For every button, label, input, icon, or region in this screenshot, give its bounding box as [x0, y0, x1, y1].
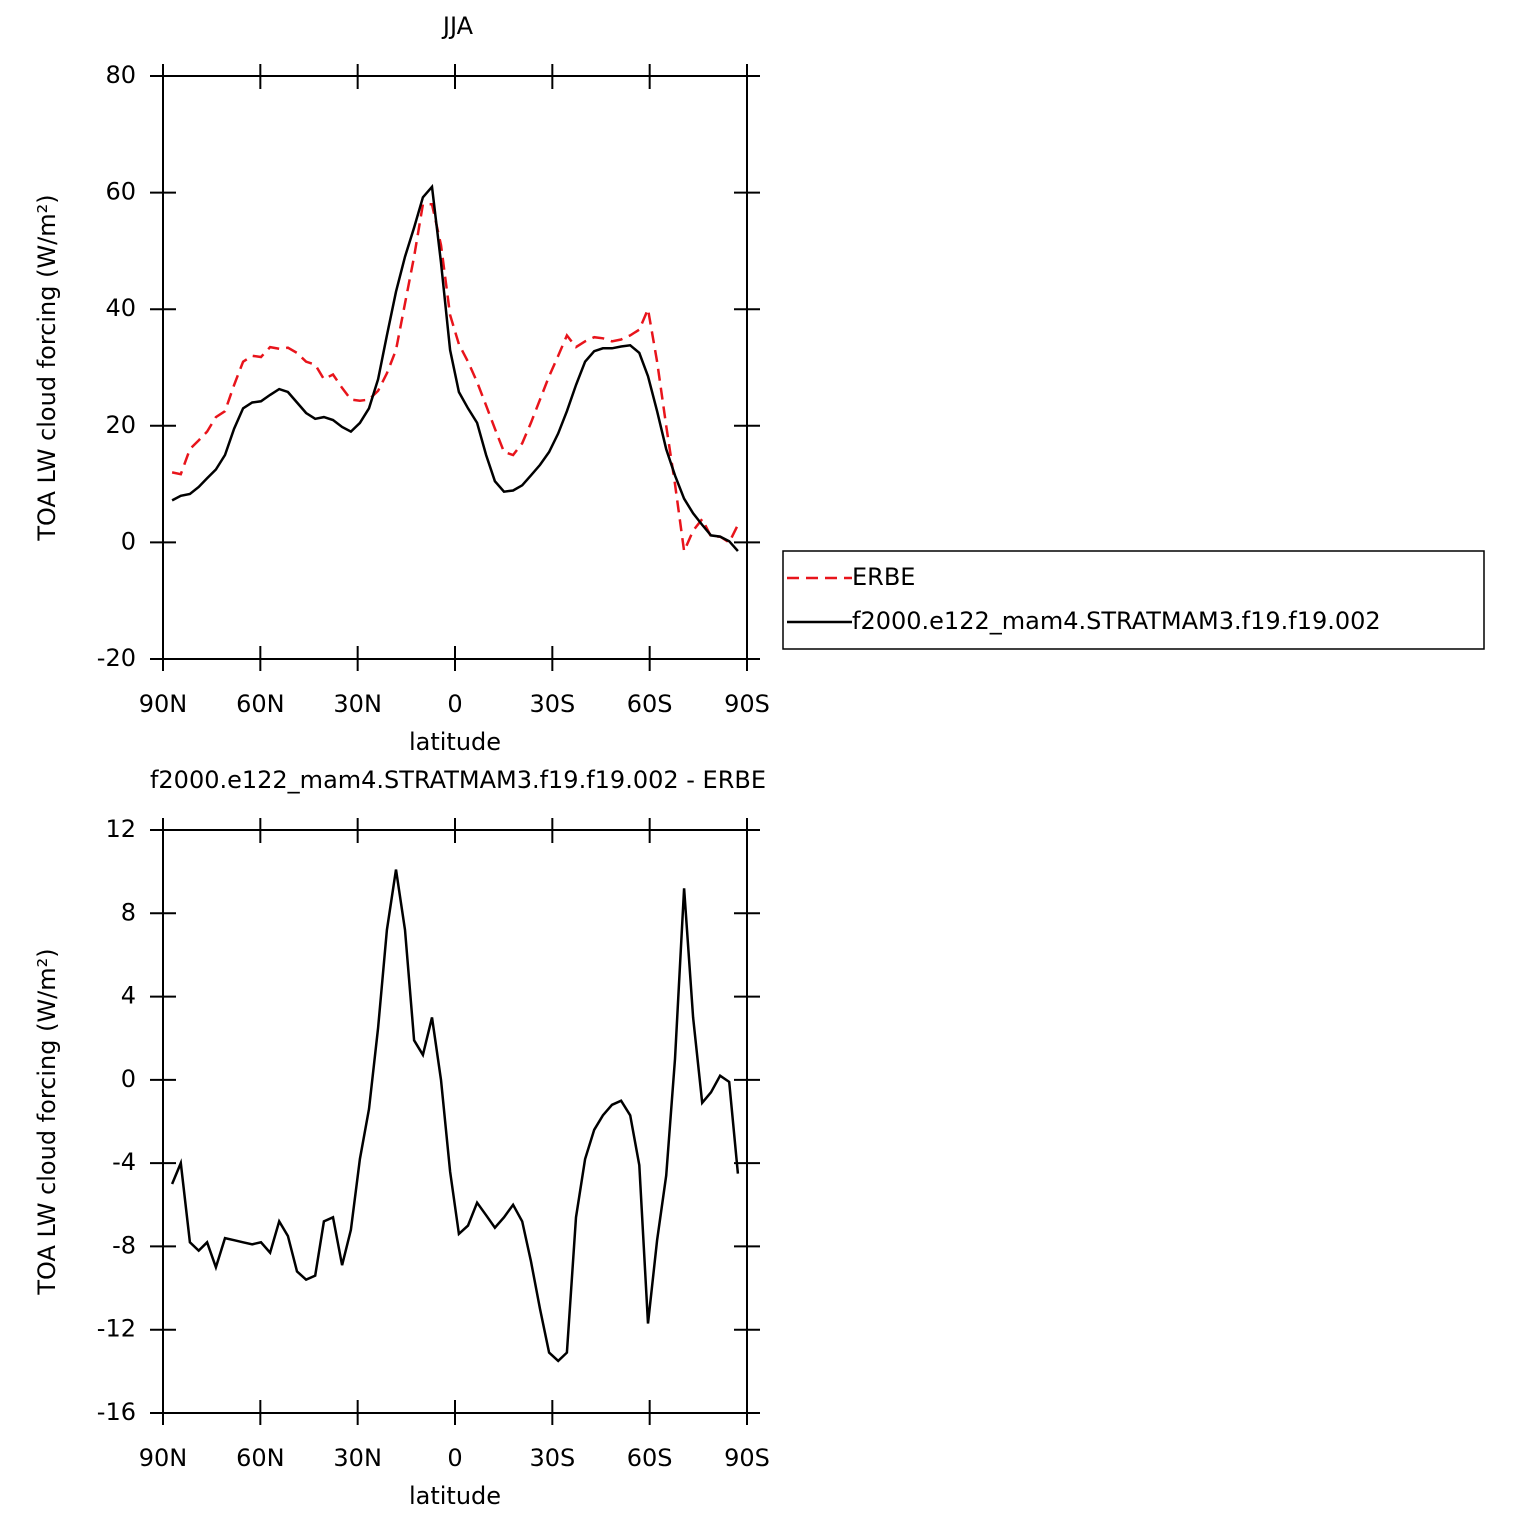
x-tick-label: 60S	[627, 690, 673, 718]
y-tick-label: -8	[112, 1231, 136, 1259]
data-line	[171, 203, 740, 556]
y-tick-label: 60	[105, 178, 136, 206]
y-tick-label: 4	[121, 982, 136, 1010]
y-axis-label: TOA LW cloud forcing (W/m²)	[33, 948, 61, 1295]
y-tick-label: 12	[105, 815, 136, 843]
x-tick-label: 60S	[627, 1444, 673, 1472]
x-tick-label: 90S	[724, 690, 770, 718]
y-tick-label: 8	[121, 898, 136, 926]
x-axis-label: latitude	[409, 728, 501, 756]
x-tick-label: 0	[447, 1444, 462, 1472]
plot-frame	[162, 829, 748, 1414]
x-tick-label: 60N	[236, 1444, 285, 1472]
y-tick-label: -4	[112, 1148, 136, 1176]
x-tick-label: 90N	[139, 1444, 188, 1472]
y-tick-label: 40	[105, 294, 136, 322]
legend-label: f2000.e122_mam4.STRATMAM3.f19.f19.002	[852, 607, 1381, 635]
y-tick-label: 80	[105, 61, 136, 89]
x-tick-label: 0	[447, 690, 462, 718]
data-line	[171, 183, 739, 552]
y-tick-label: -16	[97, 1398, 136, 1426]
y-tick-label: 0	[121, 527, 136, 555]
x-tick-label: 90N	[139, 690, 188, 718]
y-tick-label: 20	[105, 411, 136, 439]
x-axis-label: latitude	[409, 1482, 501, 1510]
data-line	[170, 869, 740, 1363]
chart-title: f2000.e122_mam4.STRATMAM3.f19.f19.002 - …	[150, 766, 766, 794]
x-tick-label: 30N	[333, 690, 382, 718]
x-tick-label: 90S	[724, 1444, 770, 1472]
x-tick-label: 30S	[529, 1444, 575, 1472]
chart-title: JJA	[441, 12, 474, 40]
x-tick-label: 60N	[236, 690, 285, 718]
legend-box	[782, 550, 1485, 650]
y-tick-label: 0	[121, 1065, 136, 1093]
legend-label: ERBE	[852, 563, 915, 591]
y-axis-label: TOA LW cloud forcing (W/m²)	[33, 194, 61, 541]
x-tick-label: 30S	[529, 690, 575, 718]
x-tick-label: 30N	[333, 1444, 382, 1472]
y-tick-label: -20	[97, 644, 136, 672]
y-tick-label: -12	[97, 1315, 136, 1343]
